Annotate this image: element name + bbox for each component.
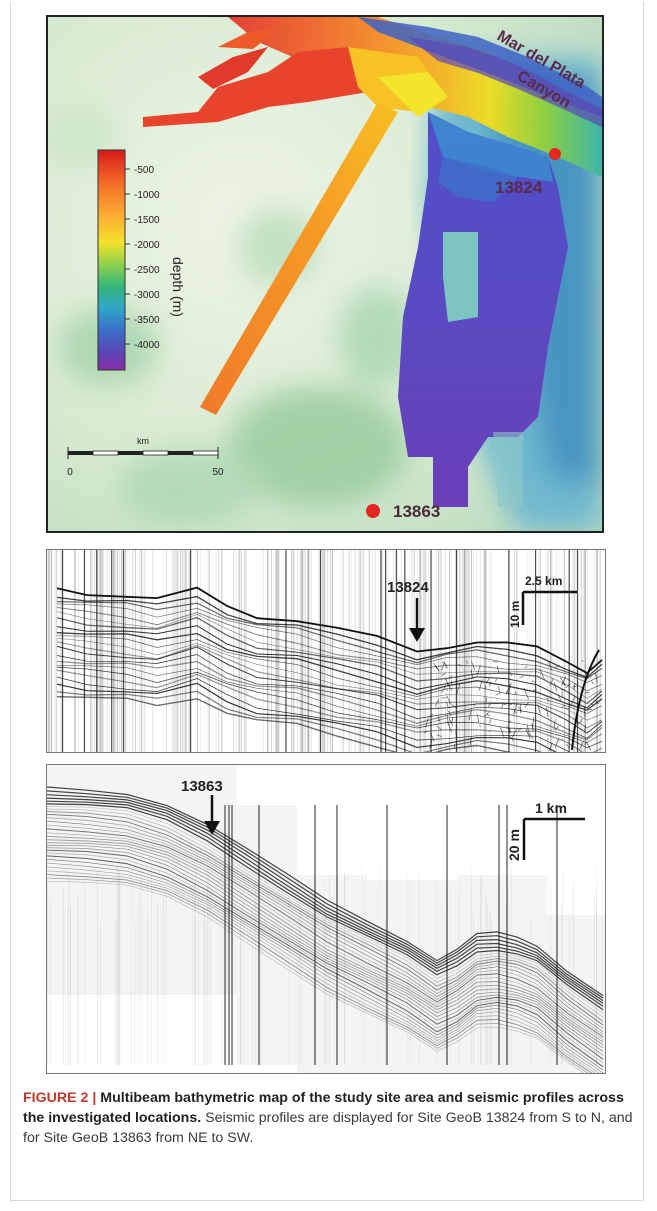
seis1-site-label: 13824: [387, 579, 429, 596]
legend-tick-label: -2500: [134, 265, 160, 276]
figure-caption-body: Seismic profiles are displayed for Site …: [23, 1110, 633, 1146]
bathymetric-map-svg: -500-1000-1500-2000-2500-3000-3500-4000 …: [48, 17, 602, 531]
site-13863-label: 13863: [393, 502, 440, 521]
site-13824-marker: [549, 148, 561, 160]
figure-caption: FIGURE 2 | Multibeam bathymetric map of …: [23, 1088, 635, 1148]
legend-tick-label: -3000: [134, 290, 160, 301]
seis2-scale-v-label: 20 m: [506, 829, 522, 861]
seis2-site-label: 13863: [181, 778, 223, 795]
seis2-scale-h-label: 1 km: [535, 800, 567, 816]
legend-tick-label: -4000: [134, 340, 160, 351]
seismic-profile-13863: 13863 1 km 20 m: [46, 764, 606, 1074]
depth-colorbar: [97, 149, 126, 371]
seismic-profile-13824: 13824 2.5 km 10 m: [46, 549, 606, 753]
bathymetric-map: -500 -1000 -1500 -2000 -2500 -3000 -3500 -4000 …: [46, 15, 604, 533]
seismic-profile-13863-svg: 13863 1 km 20 m: [47, 765, 605, 1073]
legend-tick-label: -3500: [134, 315, 160, 326]
map-scale-bar: [67, 447, 219, 459]
seismic-profile-13824-svg: 13824 2.5 km 10 m: [47, 550, 603, 752]
figure-frame: [10, 2, 644, 1202]
figure-frame-bottom: [10, 1200, 642, 1201]
scale-unit: km: [137, 436, 149, 446]
depth-legend-ticks: -500 -1000 -1500 -2000 -2500 -3000 -3500 -4000: [125, 165, 160, 351]
legend-tick-label: -500: [134, 165, 154, 176]
seis1-scale-h-label: 2.5 km: [525, 574, 562, 588]
seis1-scale-v-label: 10 m: [508, 601, 522, 628]
site-13824-label: 13824: [495, 178, 543, 197]
figure-label: FIGURE 2 |: [23, 1090, 97, 1106]
scale-start: 0: [67, 467, 73, 478]
legend-tick-label: -2000: [134, 240, 160, 251]
site-13863-arrow-head: [204, 821, 220, 835]
depth-legend-title: depth (m): [170, 257, 186, 317]
scale-end: 50: [212, 467, 224, 478]
site-13824-arrow-head: [409, 628, 425, 642]
figure-title: Multibeam bathymetric map of the study s…: [23, 1090, 624, 1126]
site-13863-marker: [366, 504, 380, 518]
legend-tick-label: -1000: [134, 190, 160, 201]
legend-tick-label: -1500: [134, 215, 160, 226]
